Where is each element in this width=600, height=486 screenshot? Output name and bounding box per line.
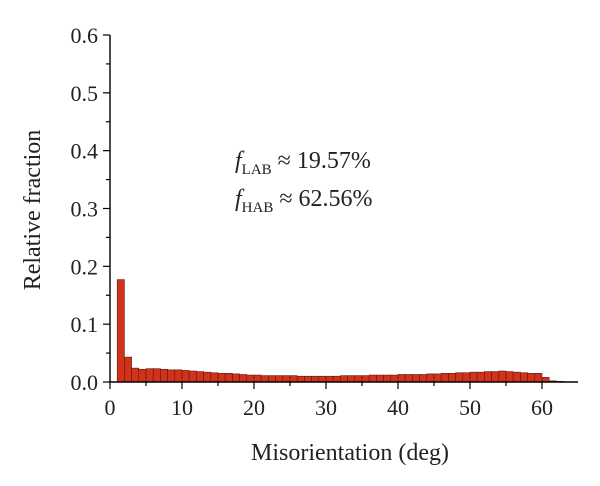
histogram-bar <box>311 375 320 383</box>
histogram-bar <box>527 373 536 383</box>
y-tick-label: 0.6 <box>71 23 99 48</box>
histogram-bar <box>361 375 370 383</box>
histogram-bar <box>188 370 197 383</box>
y-tick-label: 0.2 <box>71 254 99 279</box>
histogram-bar <box>210 372 219 383</box>
histogram-bar <box>491 371 500 383</box>
histogram-bar <box>275 375 284 383</box>
histogram-bar <box>397 374 406 383</box>
histogram-bar <box>318 375 327 383</box>
x-tick-label: 40 <box>387 395 409 420</box>
histogram-bar <box>260 375 269 383</box>
bars-group <box>116 279 564 383</box>
histogram-bar <box>116 279 125 383</box>
x-tick-label: 30 <box>315 395 337 420</box>
histogram-bar <box>304 375 312 383</box>
histogram-bar <box>469 371 478 383</box>
histogram-bar <box>138 368 147 383</box>
histogram-bar <box>296 375 305 383</box>
annotation-hab-value: ≈ 62.56% <box>273 186 372 212</box>
histogram-bar <box>217 373 226 383</box>
histogram-bar <box>160 368 168 383</box>
x-tick-label: 20 <box>243 395 265 420</box>
y-tick-label: 0.5 <box>71 81 99 106</box>
histogram-bar <box>224 373 233 383</box>
x-axis-title: Misorientation (deg) <box>251 440 449 466</box>
histogram-bar <box>390 374 399 383</box>
histogram-bar <box>426 373 435 383</box>
x-tick-label: 0 <box>105 395 116 420</box>
y-axis-title: Relative fraction <box>20 130 46 291</box>
histogram-bar <box>246 374 255 383</box>
histogram-bar <box>354 375 363 383</box>
histogram-bar <box>131 367 140 383</box>
histogram-bar <box>152 368 161 383</box>
x-tick-label: 50 <box>459 395 481 420</box>
annotation-lab: fLAB ≈ 19.57% <box>235 148 371 178</box>
histogram-bar <box>124 356 132 383</box>
histogram-bar <box>332 375 341 383</box>
histogram-bar <box>376 374 384 383</box>
annotation-lab-subscript: LAB <box>242 162 272 178</box>
x-tick-label: 60 <box>531 395 553 420</box>
histogram-bar <box>181 370 190 383</box>
histogram-bar <box>167 369 176 383</box>
histogram-bar <box>325 375 334 383</box>
histogram-bar <box>383 374 392 383</box>
histogram-bar <box>505 371 514 383</box>
y-tick-label: 0.1 <box>71 312 99 337</box>
histogram-bar <box>289 375 298 383</box>
histogram-bar <box>347 375 356 383</box>
histogram-bar <box>448 373 456 383</box>
histogram-bar <box>534 373 543 383</box>
histogram-bar <box>498 370 507 383</box>
x-ticks-group: 0 10 20 30 40 50 60 <box>105 382 553 420</box>
histogram-bar <box>419 374 428 383</box>
histogram-bar <box>282 375 291 383</box>
histogram-bar <box>433 373 442 383</box>
histogram-bar <box>484 371 492 383</box>
histogram-bar <box>476 371 485 383</box>
histogram-bar <box>203 371 212 383</box>
histogram-bar <box>174 369 183 383</box>
histogram-bar <box>145 368 154 383</box>
annotation-lab-value: ≈ 19.57% <box>272 148 371 174</box>
y-tick-label: 0.0 <box>71 370 99 395</box>
annotation-hab-subscript: HAB <box>242 200 274 216</box>
histogram-bar <box>368 374 377 383</box>
histogram-bar <box>440 373 449 383</box>
histogram-bar <box>455 372 464 383</box>
histogram-bar <box>196 371 204 383</box>
histogram-bar <box>462 372 471 383</box>
y-tick-label: 0.3 <box>71 197 99 222</box>
y-tick-label: 0.4 <box>71 139 99 164</box>
histogram-bar <box>232 373 240 383</box>
histogram-bar <box>253 374 262 383</box>
y-ticks-group: 0.0 0.1 0.2 0.3 0.4 0.5 0.6 <box>71 23 110 395</box>
histogram-bar <box>520 372 528 383</box>
x-tick-label: 10 <box>171 395 193 420</box>
annotation-lab-symbol: f <box>235 148 245 174</box>
histogram-bar <box>268 375 276 383</box>
annotation-hab-symbol: f <box>235 186 245 212</box>
annotation-hab: fHAB ≈ 62.56% <box>235 186 373 216</box>
histogram-bar <box>239 374 248 383</box>
histogram-bar <box>412 374 420 383</box>
histogram-bar <box>512 371 521 383</box>
histogram-bar <box>340 375 348 383</box>
histogram-bar <box>404 374 413 383</box>
